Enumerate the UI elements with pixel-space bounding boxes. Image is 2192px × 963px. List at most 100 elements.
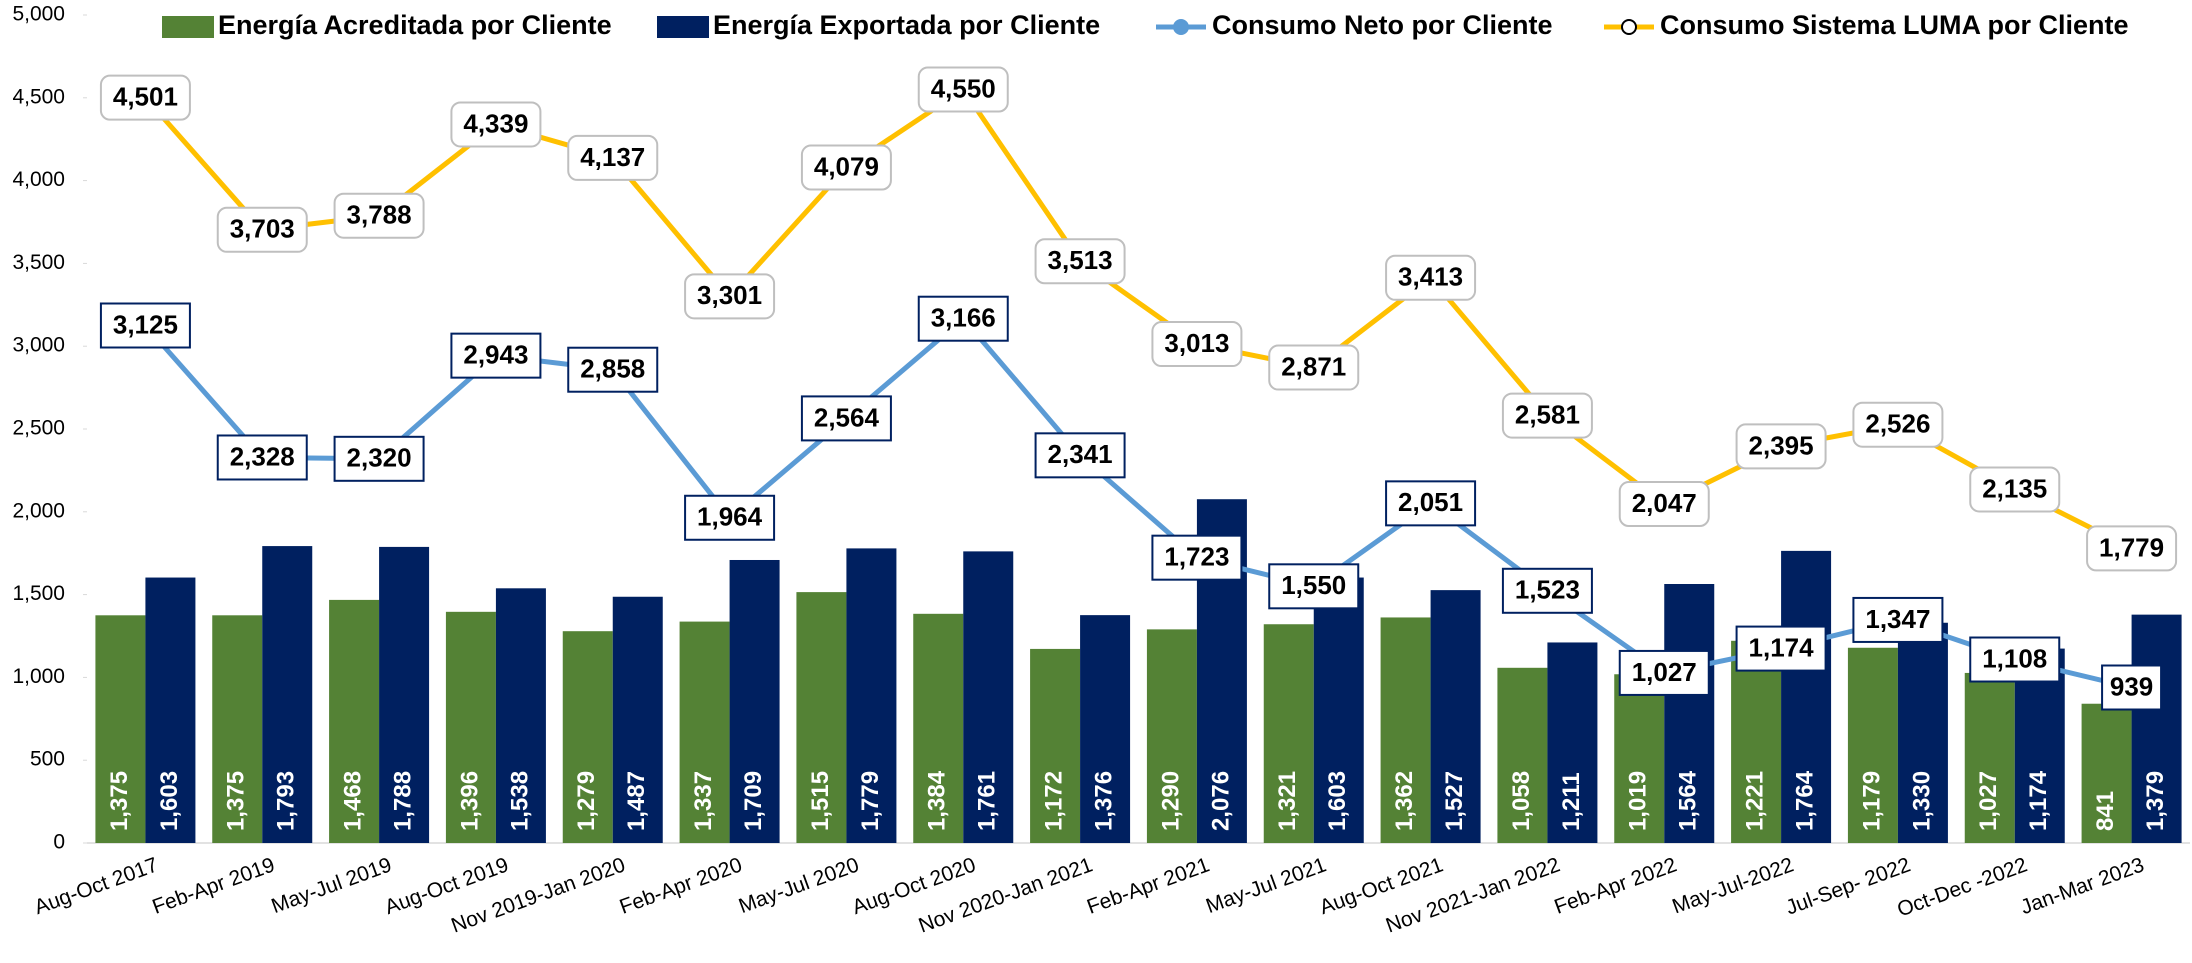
bar-label: 1,384 [924, 770, 951, 831]
data-label: 2,328 [216, 434, 308, 481]
data-label: 3,301 [684, 273, 776, 320]
bar-label: 1,058 [1508, 771, 1535, 831]
label-box [800, 144, 892, 191]
bar-label: 1,174 [2025, 770, 2052, 831]
x-tick-label: May-Jul 2020 [736, 853, 862, 918]
label-box [1618, 481, 1710, 528]
x-tick-label: Aug-Oct 2017 [31, 853, 161, 919]
data-label: 3,513 [1034, 238, 1126, 285]
label-text: 2,051 [1398, 487, 1463, 517]
bar [95, 615, 146, 843]
bar [1547, 642, 1598, 843]
bar-label: 1,330 [1908, 771, 1935, 831]
label-text: 2,581 [1515, 399, 1580, 429]
bar-label: 1,396 [456, 771, 483, 831]
x-tick-label: Feb-Apr 2019 [149, 853, 278, 919]
bar [963, 551, 1014, 843]
data-label: 1,964 [684, 494, 776, 541]
label-text: 2,328 [230, 441, 295, 471]
bar-label: 1,172 [1040, 771, 1067, 831]
bar [2131, 614, 2182, 843]
label-text: 1,550 [1281, 570, 1346, 600]
bar-label: 1,764 [1791, 770, 1818, 831]
bar [1313, 577, 1364, 843]
bar [329, 599, 380, 843]
bar-label: 1,019 [1625, 771, 1652, 831]
label-text: 3,166 [931, 303, 996, 333]
label-box [1034, 432, 1126, 479]
label-text: 4,339 [463, 108, 528, 138]
label-text: 2,526 [1865, 409, 1930, 439]
x-tick-label: Feb-Apr 2022 [1551, 853, 1680, 919]
bar [679, 621, 730, 843]
data-label: 2,395 [1735, 423, 1827, 470]
line [143, 87, 2133, 551]
bar-label: 1,375 [223, 771, 250, 831]
data-label: 2,581 [1501, 392, 1593, 439]
bar-label: 2,076 [1207, 771, 1234, 831]
bar [612, 596, 663, 843]
label-box [684, 273, 776, 320]
label-box [1151, 534, 1243, 581]
label-box [450, 332, 542, 379]
data-label: 1,550 [1268, 563, 1360, 610]
label-box [1034, 238, 1126, 285]
bar-label: 1,527 [1441, 771, 1468, 831]
label-text: 2,858 [580, 354, 645, 384]
bar-label: 1,788 [389, 771, 416, 831]
y-tick-label: 4,500 [12, 85, 65, 108]
bar-label: 1,538 [506, 771, 533, 831]
bar-label: 1,027 [1975, 771, 2002, 831]
label-text: 1,174 [1749, 632, 1815, 662]
label-text: 1,723 [1164, 542, 1229, 572]
data-label: 3,413 [1385, 254, 1477, 301]
label-text: 3,703 [230, 214, 295, 244]
bar [913, 613, 964, 843]
data-label: 1,027 [1618, 649, 1710, 696]
bar-label: 1,279 [573, 771, 600, 831]
bar-label: 1,362 [1391, 771, 1418, 831]
bar [495, 588, 546, 843]
label-text: 1,347 [1865, 604, 1930, 634]
bar [1781, 550, 1832, 843]
bar-label: 1,376 [1090, 771, 1117, 831]
y-tick-label: 500 [30, 748, 65, 771]
bar [1080, 615, 1131, 843]
line [143, 316, 2133, 690]
label-text: 3,413 [1398, 262, 1463, 292]
label-text: 4,137 [580, 142, 645, 172]
bar-label: 1,179 [1858, 771, 1885, 831]
label-box [2086, 525, 2178, 572]
bar [1146, 629, 1197, 843]
data-label: 2,047 [1618, 481, 1710, 528]
bar [445, 611, 496, 843]
legend-label: Energía Acreditada por Cliente [218, 10, 612, 40]
label-box [99, 74, 191, 121]
x-tick-label: Jan-Mar 2023 [2018, 853, 2148, 919]
x-tick-label: Jul-Sep- 2022 [1783, 853, 1914, 919]
label-box [684, 494, 776, 541]
data-label: 2,320 [333, 435, 425, 482]
label-text: 3,301 [697, 280, 762, 310]
x-tick-label: May-Jul-2022 [1669, 853, 1796, 918]
bar [1614, 674, 1665, 843]
bar [262, 546, 313, 843]
bar-label: 1,761 [974, 771, 1001, 831]
bar [1497, 667, 1548, 843]
bar [1664, 584, 1715, 843]
bar [145, 577, 196, 843]
bar [212, 615, 263, 843]
data-label: 1,174 [1735, 625, 1827, 672]
data-label: 2,858 [567, 346, 659, 393]
x-tick-label: Feb-Apr 2021 [1084, 853, 1213, 919]
label-text: 4,501 [113, 82, 178, 112]
y-tick-label: 4,000 [12, 168, 65, 191]
y-tick-label: 3,500 [12, 251, 65, 274]
label-text: 2,564 [814, 402, 880, 432]
label-text: 2,871 [1281, 351, 1346, 381]
label-box [1151, 321, 1243, 368]
y-tick-label: 3,000 [12, 334, 65, 357]
bar [1964, 672, 2015, 843]
label-text: 3,013 [1164, 328, 1229, 358]
